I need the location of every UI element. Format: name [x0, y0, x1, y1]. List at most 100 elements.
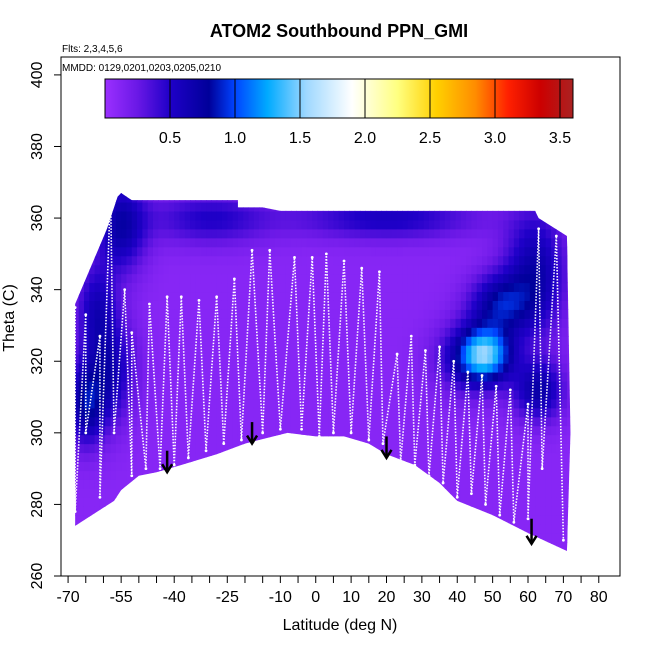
field-cell — [413, 461, 419, 472]
field-cell — [338, 416, 345, 427]
field-cell — [179, 193, 186, 203]
field-cell — [301, 336, 308, 346]
field-cell — [259, 246, 266, 257]
field-cell — [503, 560, 509, 570]
field-cell — [402, 219, 409, 230]
field-cell — [142, 488, 149, 498]
field-cell — [402, 201, 409, 212]
field-cell — [471, 193, 478, 203]
field-cell — [206, 371, 212, 382]
field-cell — [163, 237, 170, 248]
field-cell — [179, 380, 186, 391]
field-cell — [78, 193, 85, 203]
field-cell — [540, 318, 547, 328]
field-cell — [434, 470, 441, 480]
field-cell — [407, 219, 414, 230]
field-cell — [290, 345, 297, 355]
field-cell — [174, 497, 181, 507]
field-cell — [301, 371, 308, 382]
field-cell — [402, 363, 409, 373]
field-cell — [126, 533, 133, 543]
field-cell — [142, 560, 148, 570]
field-cell — [137, 380, 143, 391]
field-cell — [524, 237, 531, 248]
field-cell — [99, 291, 106, 301]
field-cell — [503, 246, 510, 257]
field-cell — [89, 533, 96, 543]
field-cell — [121, 291, 128, 301]
field-cell — [413, 407, 419, 418]
trajectory-point — [73, 510, 77, 513]
field-cell — [253, 461, 260, 472]
field-cell — [503, 398, 510, 409]
field-cell — [349, 541, 356, 551]
field-cell — [179, 246, 186, 257]
field-cell — [322, 327, 329, 337]
field-cell — [221, 398, 228, 409]
field-cell — [513, 452, 520, 463]
field-cell — [126, 193, 133, 203]
field-cell — [503, 318, 510, 328]
field-cell — [94, 515, 101, 525]
field-cell — [375, 255, 382, 266]
field-cell — [434, 255, 441, 266]
field-cell — [296, 488, 303, 498]
field-cell — [513, 515, 520, 525]
field-cell — [365, 452, 372, 463]
field-cell — [567, 175, 573, 185]
field-cell — [200, 273, 207, 284]
field-cell — [291, 551, 297, 561]
field-cell — [296, 193, 303, 194]
field-cell — [137, 327, 143, 337]
field-cell — [450, 443, 457, 454]
field-cell — [482, 380, 488, 391]
field-cell — [110, 273, 117, 284]
field-cell — [317, 193, 324, 203]
field-cell — [78, 541, 85, 551]
field-cell — [110, 497, 117, 507]
trajectory-point — [222, 442, 226, 445]
field-cell — [184, 407, 191, 418]
field-cell — [381, 282, 388, 293]
field-cell — [519, 461, 526, 472]
field-cell — [524, 193, 531, 203]
field-cell — [338, 291, 345, 301]
field-cell — [529, 336, 536, 346]
field-cell — [195, 237, 202, 248]
field-cell — [275, 541, 281, 551]
field-cell — [519, 273, 526, 284]
field-cell — [323, 551, 329, 561]
field-cell — [312, 488, 319, 498]
field-cell — [126, 524, 133, 534]
field-cell — [163, 407, 170, 418]
field-cell — [190, 255, 197, 266]
field-cell — [306, 273, 313, 284]
field-cell — [75, 515, 80, 525]
field-cell — [572, 515, 578, 525]
field-cell — [184, 201, 191, 212]
field-cell — [519, 336, 526, 346]
field-cell — [572, 390, 578, 400]
field-cell — [105, 309, 112, 319]
field-cell — [492, 300, 499, 310]
field-cell — [152, 398, 159, 409]
field-cell — [78, 264, 85, 275]
field-cell — [211, 497, 218, 507]
field-cell — [68, 229, 74, 239]
field-cell — [317, 273, 324, 284]
field-cell — [89, 416, 96, 427]
field-cell — [121, 327, 128, 337]
field-cell — [349, 389, 356, 400]
field-cell — [264, 560, 270, 570]
field-cell — [397, 336, 404, 346]
field-cell — [290, 416, 297, 427]
field-cell — [529, 506, 536, 516]
field-cell — [545, 434, 552, 445]
field-cell — [338, 452, 345, 463]
field-cell — [545, 515, 552, 525]
field-cell — [333, 327, 340, 337]
field-cell — [264, 515, 271, 525]
field-cell — [344, 479, 350, 489]
field-cell — [195, 470, 202, 480]
field-cell — [439, 210, 446, 221]
